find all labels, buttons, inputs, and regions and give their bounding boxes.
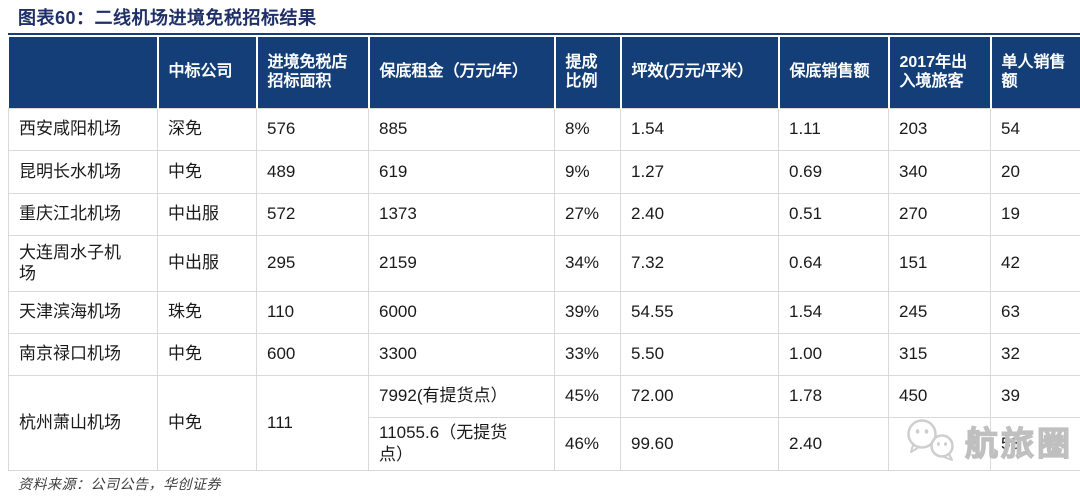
source-note: 资料来源：公司公告，华创证券 xyxy=(18,478,221,493)
header-cell xyxy=(8,37,158,108)
table-cell: 33% xyxy=(554,332,621,376)
table-cell: 1.78 xyxy=(778,374,889,418)
table-cell: 45% xyxy=(554,374,621,418)
table-cell: 5.50 xyxy=(620,332,779,376)
table-cell: 315 xyxy=(888,332,991,376)
table-cell: 重庆江北机场 xyxy=(8,192,158,236)
header-cell: 提成比例 xyxy=(553,37,621,108)
table-cell: 昆明长水机场 xyxy=(8,149,158,194)
table-cell: 20 xyxy=(990,149,1080,194)
table-cell: 7992(有提货点） xyxy=(368,374,555,418)
table-cell: 0.64 xyxy=(778,234,889,292)
table-row: 杭州萧山机场 中免 111 7992(有提货点） 45% 72.00 1.78 450 39 xyxy=(8,374,1080,471)
table-cell: 2.40 xyxy=(620,192,779,236)
table-cell: 489 xyxy=(256,149,369,194)
header-cell: 保底销售额 xyxy=(777,37,889,108)
header-cell: 保底租金（万元/年） xyxy=(367,37,555,108)
table-cell: 619 xyxy=(368,149,555,194)
table-cell: 深免 xyxy=(157,107,257,151)
table-cell: 42 xyxy=(990,234,1080,292)
table-cell xyxy=(888,416,991,471)
table-cell: 450 xyxy=(888,374,991,418)
table-cell: 1.54 xyxy=(620,107,779,151)
table-cell: 9% xyxy=(554,149,621,194)
table-cell: 600 xyxy=(256,332,369,376)
table-cell: 72.00 xyxy=(620,374,779,418)
table-cell: 1.00 xyxy=(778,332,889,376)
table-cell: 1373 xyxy=(368,192,555,236)
table-cell: 南京禄口机场 xyxy=(8,332,158,376)
table-cell: 中免 xyxy=(157,332,257,376)
table-cell: 39 xyxy=(990,374,1080,418)
table-cell: 295 xyxy=(256,234,369,292)
table-cell: 1.27 xyxy=(620,149,779,194)
table-cell: 885 xyxy=(368,107,555,151)
table-cell: 1.54 xyxy=(778,290,889,334)
table-cell: 1.11 xyxy=(778,107,889,151)
table-row: 大连周水子机场 中出服 295 2159 34% 7.32 0.64 151 42 xyxy=(8,234,1080,292)
table-cell: 245 xyxy=(888,290,991,334)
table-cell: 8% xyxy=(554,107,621,151)
table-row: 西安咸阳机场 深免 576 885 8% 1.54 1.11 203 54 xyxy=(8,107,1080,151)
table-row: 天津滨海机场 珠免 110 6000 39% 54.55 1.54 245 63 xyxy=(8,290,1080,334)
table-cell: 2159 xyxy=(368,234,555,292)
table-cell: 270 xyxy=(888,192,991,236)
table-cell: 46% xyxy=(554,416,621,471)
table-cell: 中出服 xyxy=(157,234,257,292)
header-cell: 坪效(万元/平米） xyxy=(619,37,779,108)
header-cell: 中标公司 xyxy=(156,37,257,108)
table-cell: 中免 xyxy=(157,374,257,471)
table-cell: 111 xyxy=(256,374,369,471)
table-cell: 34% xyxy=(554,234,621,292)
table-cell: 53 xyxy=(990,416,1080,471)
header-cell: 进境免税店招标面积 xyxy=(255,37,369,108)
table-cell: 中出服 xyxy=(157,192,257,236)
table-cell: 大连周水子机场 xyxy=(8,234,158,292)
table-cell: 2.40 xyxy=(778,416,889,471)
table-cell: 珠免 xyxy=(157,290,257,334)
table-cell: 27% xyxy=(554,192,621,236)
table-cell: 54 xyxy=(990,107,1080,151)
table-header: 中标公司 进境免税店招标面积 保底租金（万元/年） 提成比例 坪效(万元/平米） 保底销售… xyxy=(8,37,1080,108)
table-cell: 3300 xyxy=(368,332,555,376)
duty-free-bidding-table: 中标公司 进境免税店招标面积 保底租金（万元/年） 提成比例 坪效(万元/平米） 保底销售… xyxy=(8,37,1080,471)
table-top-rule xyxy=(8,33,1080,35)
table-cell: 110 xyxy=(256,290,369,334)
header-cell: 2017年出入境旅客 xyxy=(887,37,991,108)
table-body: 西安咸阳机场 深免 576 885 8% 1.54 1.11 203 54 昆明长水机场 中免 489… xyxy=(8,107,1080,471)
table-cell: 576 xyxy=(256,107,369,151)
header-cell: 单人销售额 xyxy=(989,37,1080,108)
table-cell: 西安咸阳机场 xyxy=(8,107,158,151)
table-cell: 7.32 xyxy=(620,234,779,292)
table-cell: 32 xyxy=(990,332,1080,376)
table-cell: 54.55 xyxy=(620,290,779,334)
table-cell: 340 xyxy=(888,149,991,194)
table-row: 11055.6（无提货点） 46% 99.60 2.40 53 xyxy=(9,416,1080,471)
table-cell: 天津滨海机场 xyxy=(8,290,158,334)
table-cell: 中免 xyxy=(157,149,257,194)
table-cell: 0.69 xyxy=(778,149,889,194)
table-row: 昆明长水机场 中免 489 619 9% 1.27 0.69 340 20 xyxy=(8,149,1080,194)
table-cell: 19 xyxy=(990,192,1080,236)
table-row: 南京禄口机场 中免 600 3300 33% 5.50 1.00 315 32 xyxy=(8,332,1080,376)
table-cell: 杭州萧山机场 xyxy=(8,374,158,471)
table-cell: 99.60 xyxy=(620,416,779,471)
table-cell: 63 xyxy=(990,290,1080,334)
table-cell: 6000 xyxy=(368,290,555,334)
table-cell: 572 xyxy=(256,192,369,236)
table-row: 重庆江北机场 中出服 572 1373 27% 2.40 0.51 270 19 xyxy=(8,192,1080,236)
table-cell: 39% xyxy=(554,290,621,334)
header-row: 中标公司 进境免税店招标面积 保底租金（万元/年） 提成比例 坪效(万元/平米） 保底销售… xyxy=(8,37,1080,108)
figure-title: 图表60：二线机场进境免税招标结果 xyxy=(18,8,317,28)
table-cell: 203 xyxy=(888,107,991,151)
table-cell: 151 xyxy=(888,234,991,292)
table-cell: 11055.6（无提货点） xyxy=(368,416,555,471)
table-cell: 0.51 xyxy=(778,192,889,236)
